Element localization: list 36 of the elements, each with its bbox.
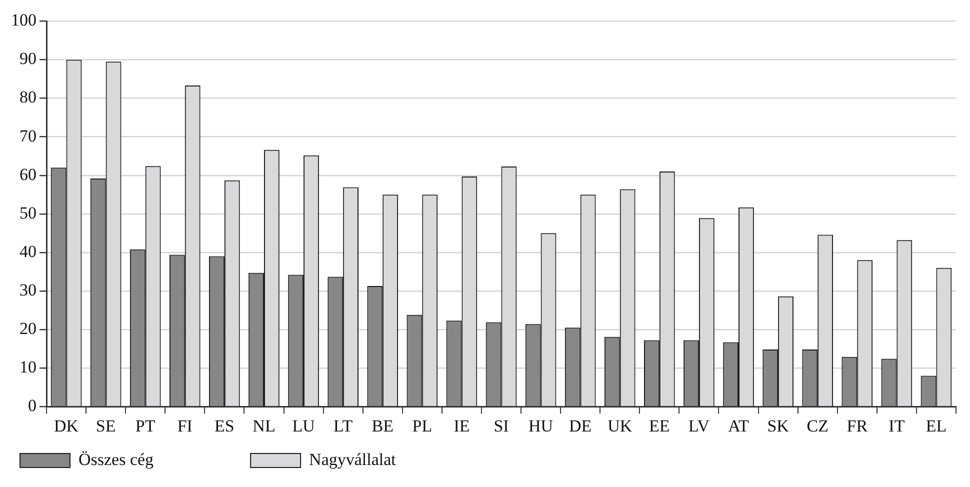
y-tick-label: 40 [20,242,36,261]
x-tick-label: UK [608,416,633,436]
x-tick-label: PT [135,416,156,436]
x-tick-label: LU [292,416,315,436]
y-tick-label: 100 [11,10,36,30]
y-tick-label: 60 [20,164,36,184]
x-tick-label: FI [177,416,193,436]
x-tick-label: EE [649,416,670,436]
y-tick-label: 50 [20,203,36,222]
y-tick-label: 80 [20,88,36,107]
x-tick-label: EL [926,416,947,436]
y-tick-label: 90 [20,49,36,68]
x-tick-label: CZ [806,416,828,436]
x-tick-label: LV [688,416,710,436]
x-tick-label: IT [888,416,906,436]
x-tick-label: AT [728,416,750,436]
x-tick-label: SE [96,416,116,436]
x-tick-label: FR [846,416,868,436]
x-tick-label: SK [767,416,790,436]
y-tick-label: 20 [20,318,36,338]
x-tick-label: IE [454,416,470,436]
x-tick-label: BE [372,416,394,436]
x-tick-label: ES [214,416,234,436]
x-tick-label: PL [412,416,432,436]
y-tick-label: 10 [20,358,36,377]
legend-label: Összes cég [78,450,239,469]
y-tick-label: 30 [20,280,36,300]
x-tick-label: LT [333,416,354,436]
x-tick-label: DE [569,416,592,436]
x-tick-label: SI [494,416,510,436]
legend-label: Nagyvállalat [309,450,481,469]
y-tick-label: 0 [28,396,36,416]
x-tick-label: HU [528,416,554,436]
x-tick-label: DK [54,416,80,436]
y-tick-label: 70 [20,126,36,146]
x-tick-label: NL [252,416,276,436]
